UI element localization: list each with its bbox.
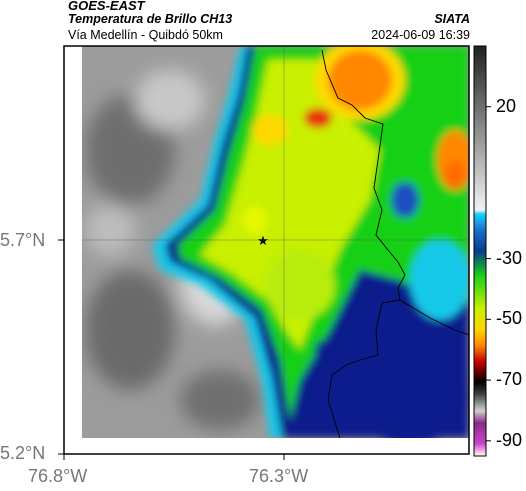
brightness-temperature-field	[82, 46, 469, 438]
location-marker-icon: ★	[257, 233, 269, 248]
lon-label-76.3: 76.3°W	[249, 466, 309, 486]
colorbar-tick-label: -90	[496, 429, 523, 450]
colorbar-tick-label: 20	[496, 95, 517, 116]
lat-label-5.7: 5.7°N	[0, 230, 46, 250]
product-title: Temperatura de Brillo CH13	[68, 12, 233, 26]
lon-label-76.8: 76.8°W	[28, 466, 88, 486]
lat-label-5.2: 5.2°N	[0, 443, 46, 463]
colorbar	[473, 45, 491, 457]
datetime-label: 2024-06-09 16:39	[371, 28, 470, 42]
colorbar-tick-label: -70	[496, 369, 523, 390]
area-label: Vía Medellín - Quibdó 50km	[68, 28, 223, 42]
satellite-name: GOES-EAST	[68, 0, 145, 13]
colorbar-tick-label: -30	[496, 247, 523, 268]
organization-label: SIATA	[434, 12, 470, 26]
colorbar-ticks	[486, 106, 491, 442]
colorbar-tick-label: -50	[496, 308, 523, 329]
